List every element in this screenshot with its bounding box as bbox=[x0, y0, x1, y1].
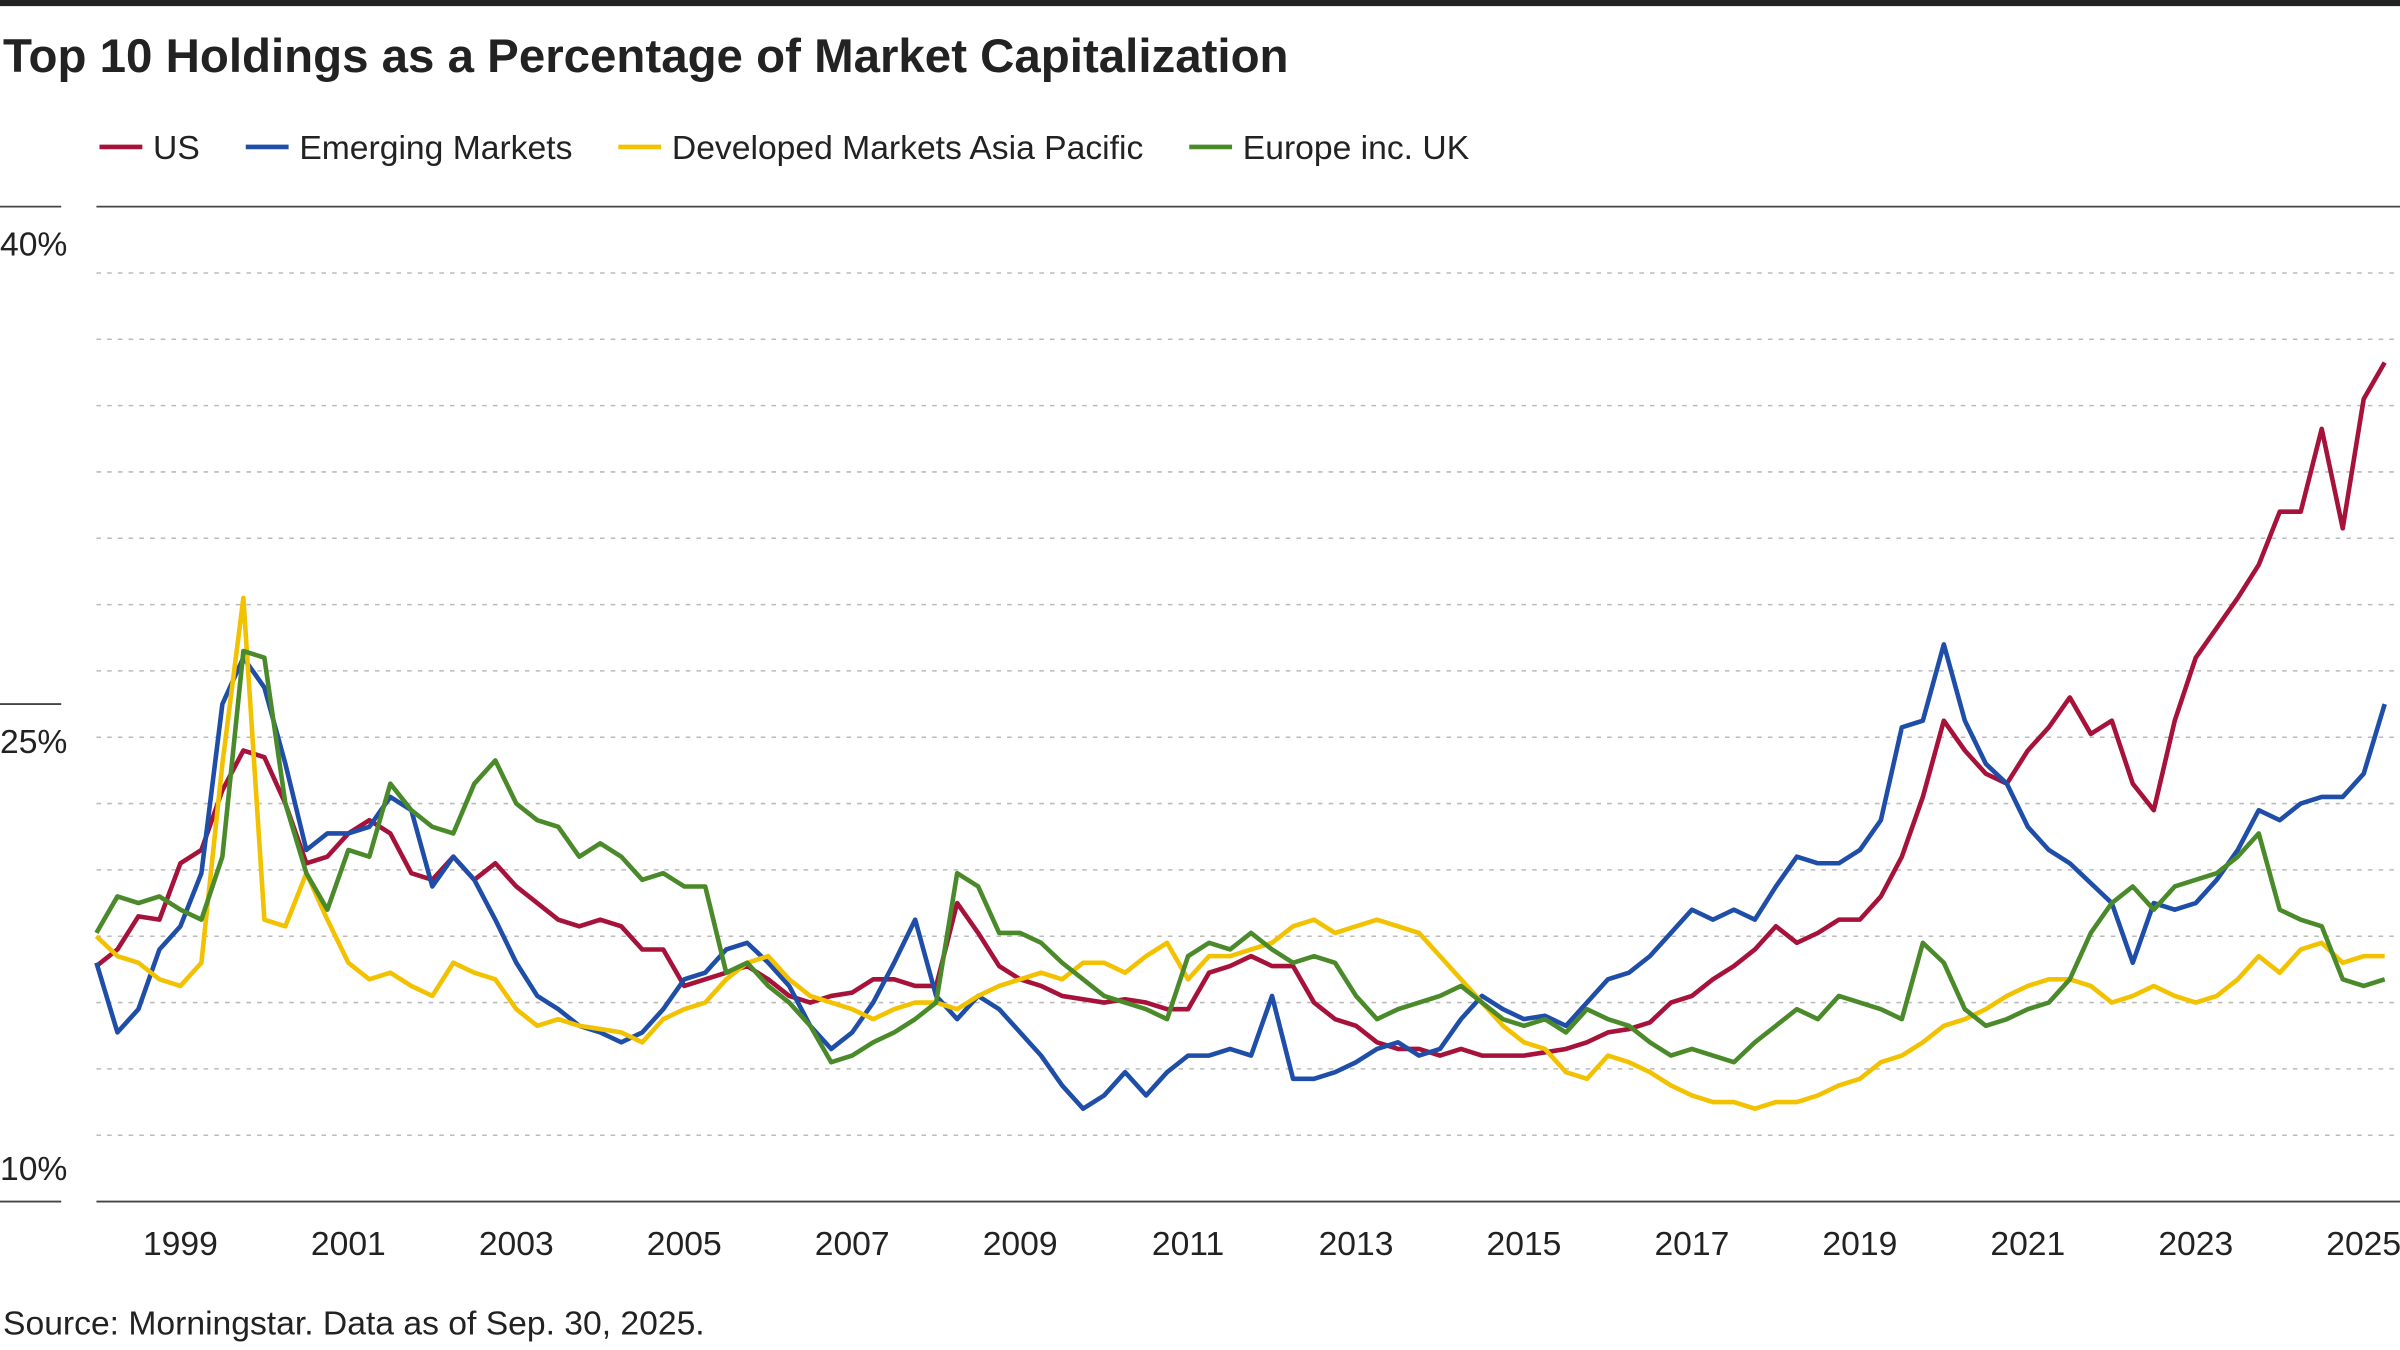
x-tick-label: 2017 bbox=[1654, 1226, 1729, 1263]
x-tick-label: 2023 bbox=[2158, 1226, 2233, 1263]
x-tick-label: 2013 bbox=[1319, 1226, 1394, 1263]
y-tick-label: 40% bbox=[0, 227, 67, 264]
x-tick-label: 2019 bbox=[1822, 1226, 1897, 1263]
series-line bbox=[94, 642, 2387, 1111]
x-tick-label: 1999 bbox=[143, 1226, 218, 1263]
y-tick-label: 25% bbox=[0, 724, 67, 761]
series-line bbox=[94, 595, 2385, 1111]
x-tick-label: 2009 bbox=[983, 1226, 1058, 1263]
y-tick-label: 10% bbox=[0, 1151, 67, 1188]
x-tick-label: 2001 bbox=[311, 1226, 386, 1263]
x-tick-label: 2011 bbox=[1152, 1226, 1224, 1263]
chart-title: Top 10 Holdings as a Percentage of Marke… bbox=[3, 30, 1289, 83]
source-note: Source: Morningstar. Data as of Sep. 30,… bbox=[3, 1306, 705, 1343]
x-tick-label: 2021 bbox=[1990, 1226, 2065, 1263]
legend-label: Emerging Markets bbox=[299, 130, 572, 167]
legend-label: US bbox=[153, 130, 200, 167]
series-line bbox=[94, 648, 2386, 1065]
x-tick-label: 2007 bbox=[815, 1226, 890, 1263]
top-rule bbox=[0, 0, 2400, 7]
x-tick-label: 2015 bbox=[1487, 1226, 1562, 1263]
legend-label: Developed Markets Asia Pacific bbox=[672, 130, 1143, 167]
x-tick-label: 2003 bbox=[479, 1226, 554, 1263]
x-tick-label: 2005 bbox=[647, 1226, 722, 1263]
x-tick-label: 2025 bbox=[2326, 1226, 2400, 1263]
legend-label: Europe inc. UK bbox=[1243, 130, 1470, 167]
